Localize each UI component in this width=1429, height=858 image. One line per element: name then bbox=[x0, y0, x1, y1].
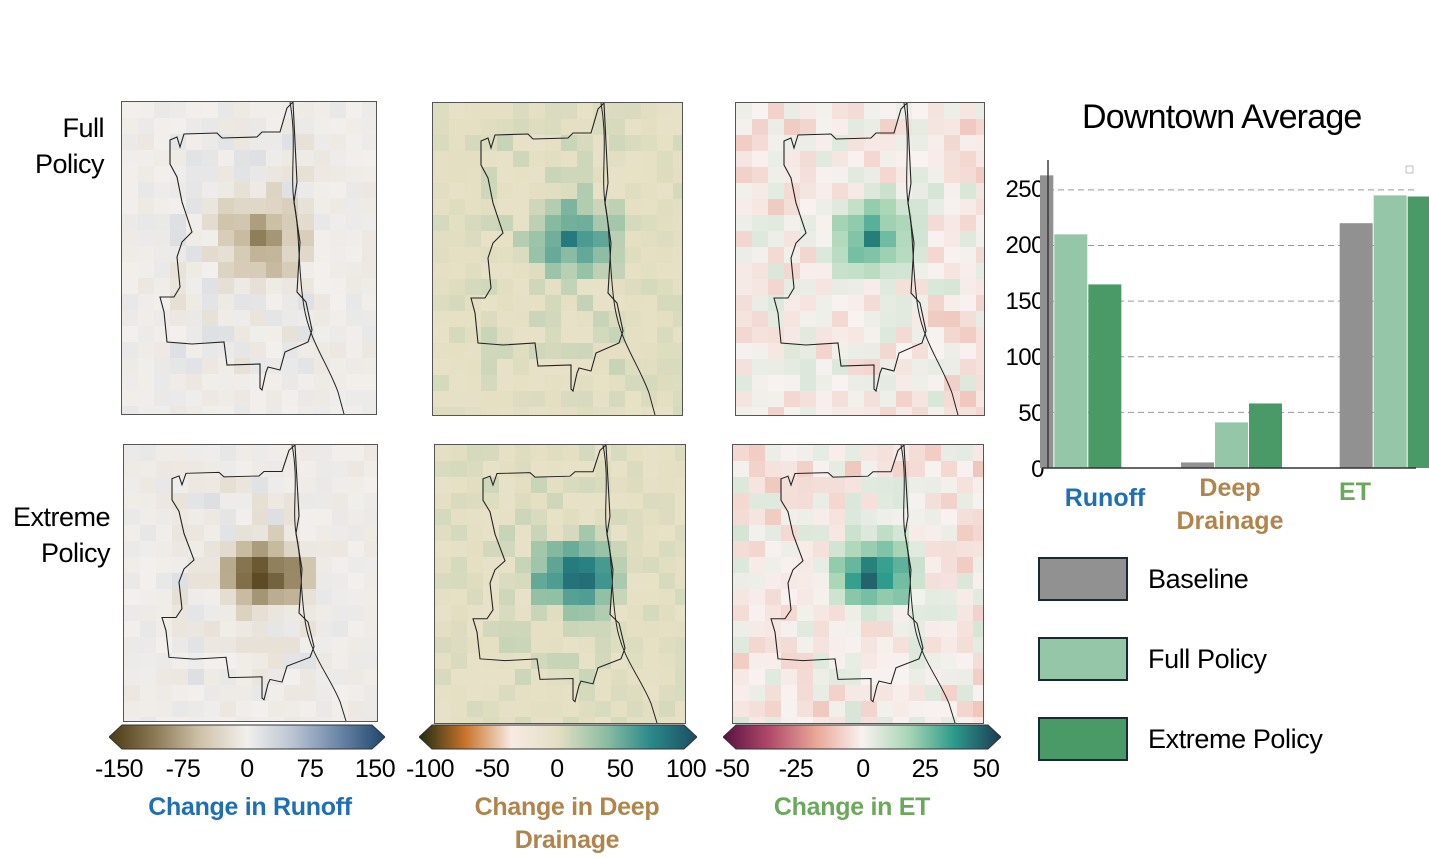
colorbar-tick: -25 bbox=[778, 755, 814, 783]
legend-swatch bbox=[1038, 717, 1128, 761]
legend-swatch bbox=[1038, 637, 1128, 681]
colorbar-tick: 100 bbox=[665, 755, 707, 783]
bar-extreme-policy-runoff bbox=[1088, 284, 1122, 468]
colorbar-drainage bbox=[419, 724, 697, 750]
legend-item-full-policy: Full Policy bbox=[1038, 635, 1267, 683]
colorbar-tick: 25 bbox=[911, 755, 939, 783]
map-drainage-extreme bbox=[434, 444, 686, 724]
colorbar-title-drainage: Change in Deep Drainage bbox=[437, 791, 697, 857]
bar-chart-plot bbox=[1040, 160, 1429, 469]
bar-baseline-et bbox=[1339, 223, 1373, 468]
y-tick-label: 150 bbox=[1005, 288, 1044, 315]
y-tick-label: 250 bbox=[1005, 176, 1044, 203]
y-tick-label: 50 bbox=[1018, 400, 1044, 427]
map-runoff-full bbox=[121, 101, 377, 415]
bar-full-policy-et bbox=[1373, 195, 1407, 468]
colorbar-tick: 50 bbox=[972, 755, 1000, 783]
category-label-deep-drainage: Deep Drainage bbox=[1150, 472, 1310, 538]
colorbar-tick: -150 bbox=[94, 755, 144, 783]
map-runoff-extreme bbox=[123, 444, 378, 722]
legend-item-extreme-policy: Extreme Policy bbox=[1038, 715, 1323, 763]
bar-extreme-policy-et bbox=[1407, 196, 1429, 468]
y-tick-label: 0 bbox=[1031, 456, 1044, 483]
bar-full-policy-deep-drainage bbox=[1215, 422, 1248, 468]
colorbar-tick: -75 bbox=[165, 755, 201, 783]
colorbar-tick: -100 bbox=[405, 755, 455, 783]
bar-baseline-deep-drainage bbox=[1181, 462, 1214, 468]
category-label-et: ET bbox=[1295, 476, 1415, 509]
category-label-line: Drainage bbox=[1176, 507, 1284, 535]
category-label-runoff: Runoff bbox=[1045, 482, 1165, 515]
colorbar-title-line: Drainage bbox=[514, 826, 620, 854]
empty-legend-marker bbox=[1405, 165, 1414, 174]
row-label-line: Policy bbox=[40, 538, 111, 568]
legend-item-baseline: Baseline bbox=[1038, 555, 1249, 603]
colorbar-tick: 0 bbox=[550, 755, 564, 783]
colorbar-runoff bbox=[109, 724, 385, 750]
category-label-line: ET bbox=[1339, 478, 1371, 506]
legend-swatch bbox=[1038, 557, 1128, 601]
colorbar-tick: 50 bbox=[606, 755, 634, 783]
legend-label: Extreme Policy bbox=[1148, 723, 1323, 754]
bar-extreme-policy-deep-drainage bbox=[1249, 403, 1282, 468]
map-et-full bbox=[735, 102, 985, 416]
row-label-line: Extreme bbox=[12, 502, 111, 532]
row-label-line: Policy bbox=[34, 149, 105, 179]
colorbar-title-line: Change in Deep bbox=[474, 793, 660, 821]
colorbar-et bbox=[723, 724, 1001, 750]
row-label-line: Full bbox=[62, 113, 104, 143]
colorbar-gradient bbox=[723, 724, 1001, 750]
row-label-full-policy: Full Policy bbox=[20, 110, 105, 182]
colorbar-title-line: Change in ET bbox=[773, 793, 931, 821]
colorbar-gradient bbox=[419, 724, 697, 750]
row-label-extreme-policy: Extreme Policy bbox=[0, 499, 111, 571]
category-label-line: Runoff bbox=[1064, 484, 1146, 512]
colorbar-tick: 75 bbox=[296, 755, 324, 783]
bar-baseline-runoff bbox=[1040, 175, 1054, 468]
colorbar-tick: 0 bbox=[856, 755, 870, 783]
colorbar-tick: -50 bbox=[714, 755, 750, 783]
y-tick-label: 200 bbox=[1005, 232, 1044, 259]
legend-label: Full Policy bbox=[1148, 643, 1267, 674]
y-tick-label: 100 bbox=[1005, 344, 1044, 371]
colorbar-tick: -50 bbox=[474, 755, 510, 783]
colorbar-title-runoff: Change in Runoff bbox=[120, 791, 380, 824]
map-drainage-full bbox=[432, 102, 683, 416]
colorbar-title-et: Change in ET bbox=[722, 791, 982, 824]
bar-full-policy-runoff bbox=[1054, 234, 1088, 468]
colorbar-gradient bbox=[109, 724, 385, 750]
colorbar-tick: 0 bbox=[240, 755, 254, 783]
category-label-line: Deep bbox=[1199, 474, 1261, 502]
chart-title: Downtown Average bbox=[1082, 98, 1362, 136]
colorbar-title-line: Change in Runoff bbox=[148, 793, 352, 821]
legend-label: Baseline bbox=[1148, 563, 1249, 594]
colorbar-tick: 150 bbox=[354, 755, 396, 783]
map-et-extreme bbox=[732, 444, 984, 724]
